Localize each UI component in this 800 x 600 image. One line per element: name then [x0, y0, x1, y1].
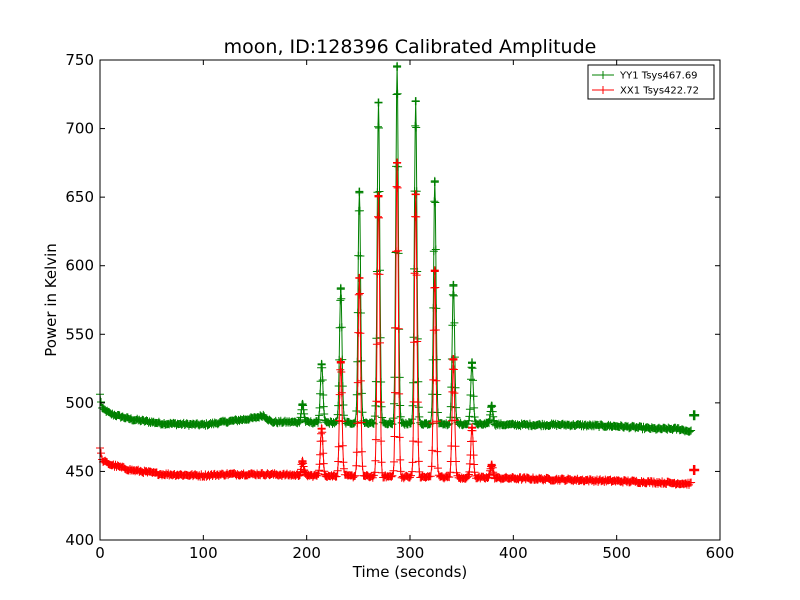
peak-point [468, 359, 476, 368]
legend-label: XX1 Tsys422.72 [620, 86, 699, 97]
peak-point [411, 190, 420, 199]
x-tick-label: 100 [189, 544, 218, 562]
peak-point [298, 400, 307, 409]
end-point [689, 410, 700, 421]
peak-point [449, 280, 458, 289]
peak-point [487, 460, 496, 469]
y-tick-label: 550 [65, 325, 94, 343]
peak-point [393, 62, 402, 71]
series-0 [96, 61, 700, 436]
y-tick-label: 750 [65, 51, 94, 69]
peak-point [430, 267, 439, 276]
legend: YY1 Tsys467.69 XX1 Tsys422.72 [587, 64, 715, 100]
y-tick-label: 400 [65, 531, 94, 549]
y-tick-label: 700 [65, 120, 94, 138]
x-tick-label: 0 [95, 544, 105, 562]
plot-frame [99, 59, 721, 541]
peak-point [336, 357, 345, 366]
peak-point [449, 354, 458, 363]
peak-point [298, 457, 307, 466]
peak-point [374, 98, 383, 107]
peak-point [374, 191, 383, 200]
peak-point [430, 178, 439, 187]
peak-point [355, 274, 364, 283]
peak-point [355, 187, 364, 196]
end-point [689, 465, 700, 476]
y-tick-label: 600 [65, 257, 94, 275]
y-axis-label: Power in Kelvin [42, 243, 60, 357]
legend-box [587, 64, 715, 100]
plot-series [96, 61, 700, 489]
x-tick-label: 500 [602, 544, 631, 562]
x-axis-label: Time (seconds) [352, 563, 468, 581]
x-tick-label: 400 [499, 544, 528, 562]
x-tick-label: 300 [396, 544, 425, 562]
y-tick-label: 500 [65, 394, 94, 412]
x-tick-label: 600 [706, 544, 735, 562]
legend-marker [599, 86, 607, 94]
chart-title: moon, ID:128396 Calibrated Amplitude [224, 36, 597, 58]
peak-point [393, 158, 402, 167]
peak-point [487, 401, 496, 410]
peak-point [317, 360, 326, 369]
peak-point [336, 285, 345, 294]
peak-point [468, 423, 476, 432]
peak-point [317, 424, 326, 433]
legend-marker [599, 71, 607, 79]
y-tick-label: 650 [65, 188, 94, 206]
x-tick-label: 200 [292, 544, 321, 562]
y-tick-label: 450 [65, 462, 94, 480]
peak-point [411, 97, 420, 106]
axis-ticks: 0 100 200 300 400 500 600 400 450 500 550 600 650 700… [65, 51, 734, 562]
legend-label: YY1 Tsys467.69 [619, 71, 698, 82]
